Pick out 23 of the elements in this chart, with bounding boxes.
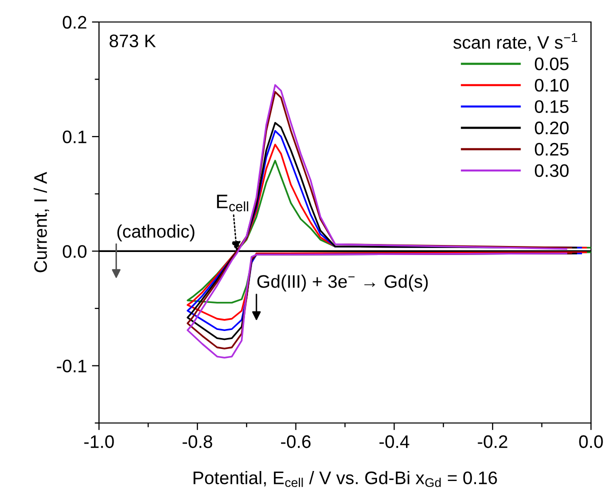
y-tick-label: -0.1: [56, 360, 86, 372]
legend-label: 0.20: [534, 122, 569, 134]
x-tick-label: -1.0: [84, 435, 114, 448]
x-axis-title: Potential, E$_{cell}$ / V vs. Gd-Bi x$_{Gd}$ = 0.16: [194, 470, 497, 488]
x-tick-label: -0.8: [182, 435, 212, 448]
legend-label: 0.15: [534, 100, 569, 113]
y-tick-label: 0.1: [62, 130, 86, 144]
legend-label: 0.05: [534, 58, 569, 70]
x-tick-label: -0.2: [478, 435, 508, 448]
legend-title: scan rate, V s$^{−1}$: [453, 33, 578, 51]
legend-label: 0.10: [534, 78, 569, 92]
annotation: (cathodic): [117, 224, 194, 242]
x-tick-label: -0.4: [379, 435, 410, 448]
y-tick-label: 0.2: [62, 16, 86, 29]
y-axis-title: Current, I / A: [34, 172, 50, 272]
x-tick-label: 0.0: [579, 435, 603, 448]
y-tick-label: 0.0: [62, 245, 86, 258]
annotation: E$_{cell}$: [217, 194, 248, 212]
x-tick-label: -0.6: [281, 435, 311, 448]
annotation: 873 K: [110, 34, 156, 48]
legend-label: 0.25: [534, 142, 569, 156]
legend-label: 0.30: [534, 164, 569, 178]
annotation: Gd(III) + 3e$^{−}$ → Gd(s): [257, 274, 428, 292]
